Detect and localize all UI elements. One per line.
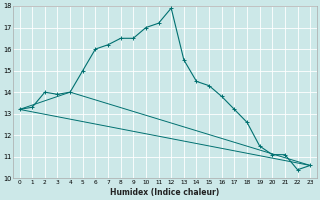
- X-axis label: Humidex (Indice chaleur): Humidex (Indice chaleur): [110, 188, 220, 197]
